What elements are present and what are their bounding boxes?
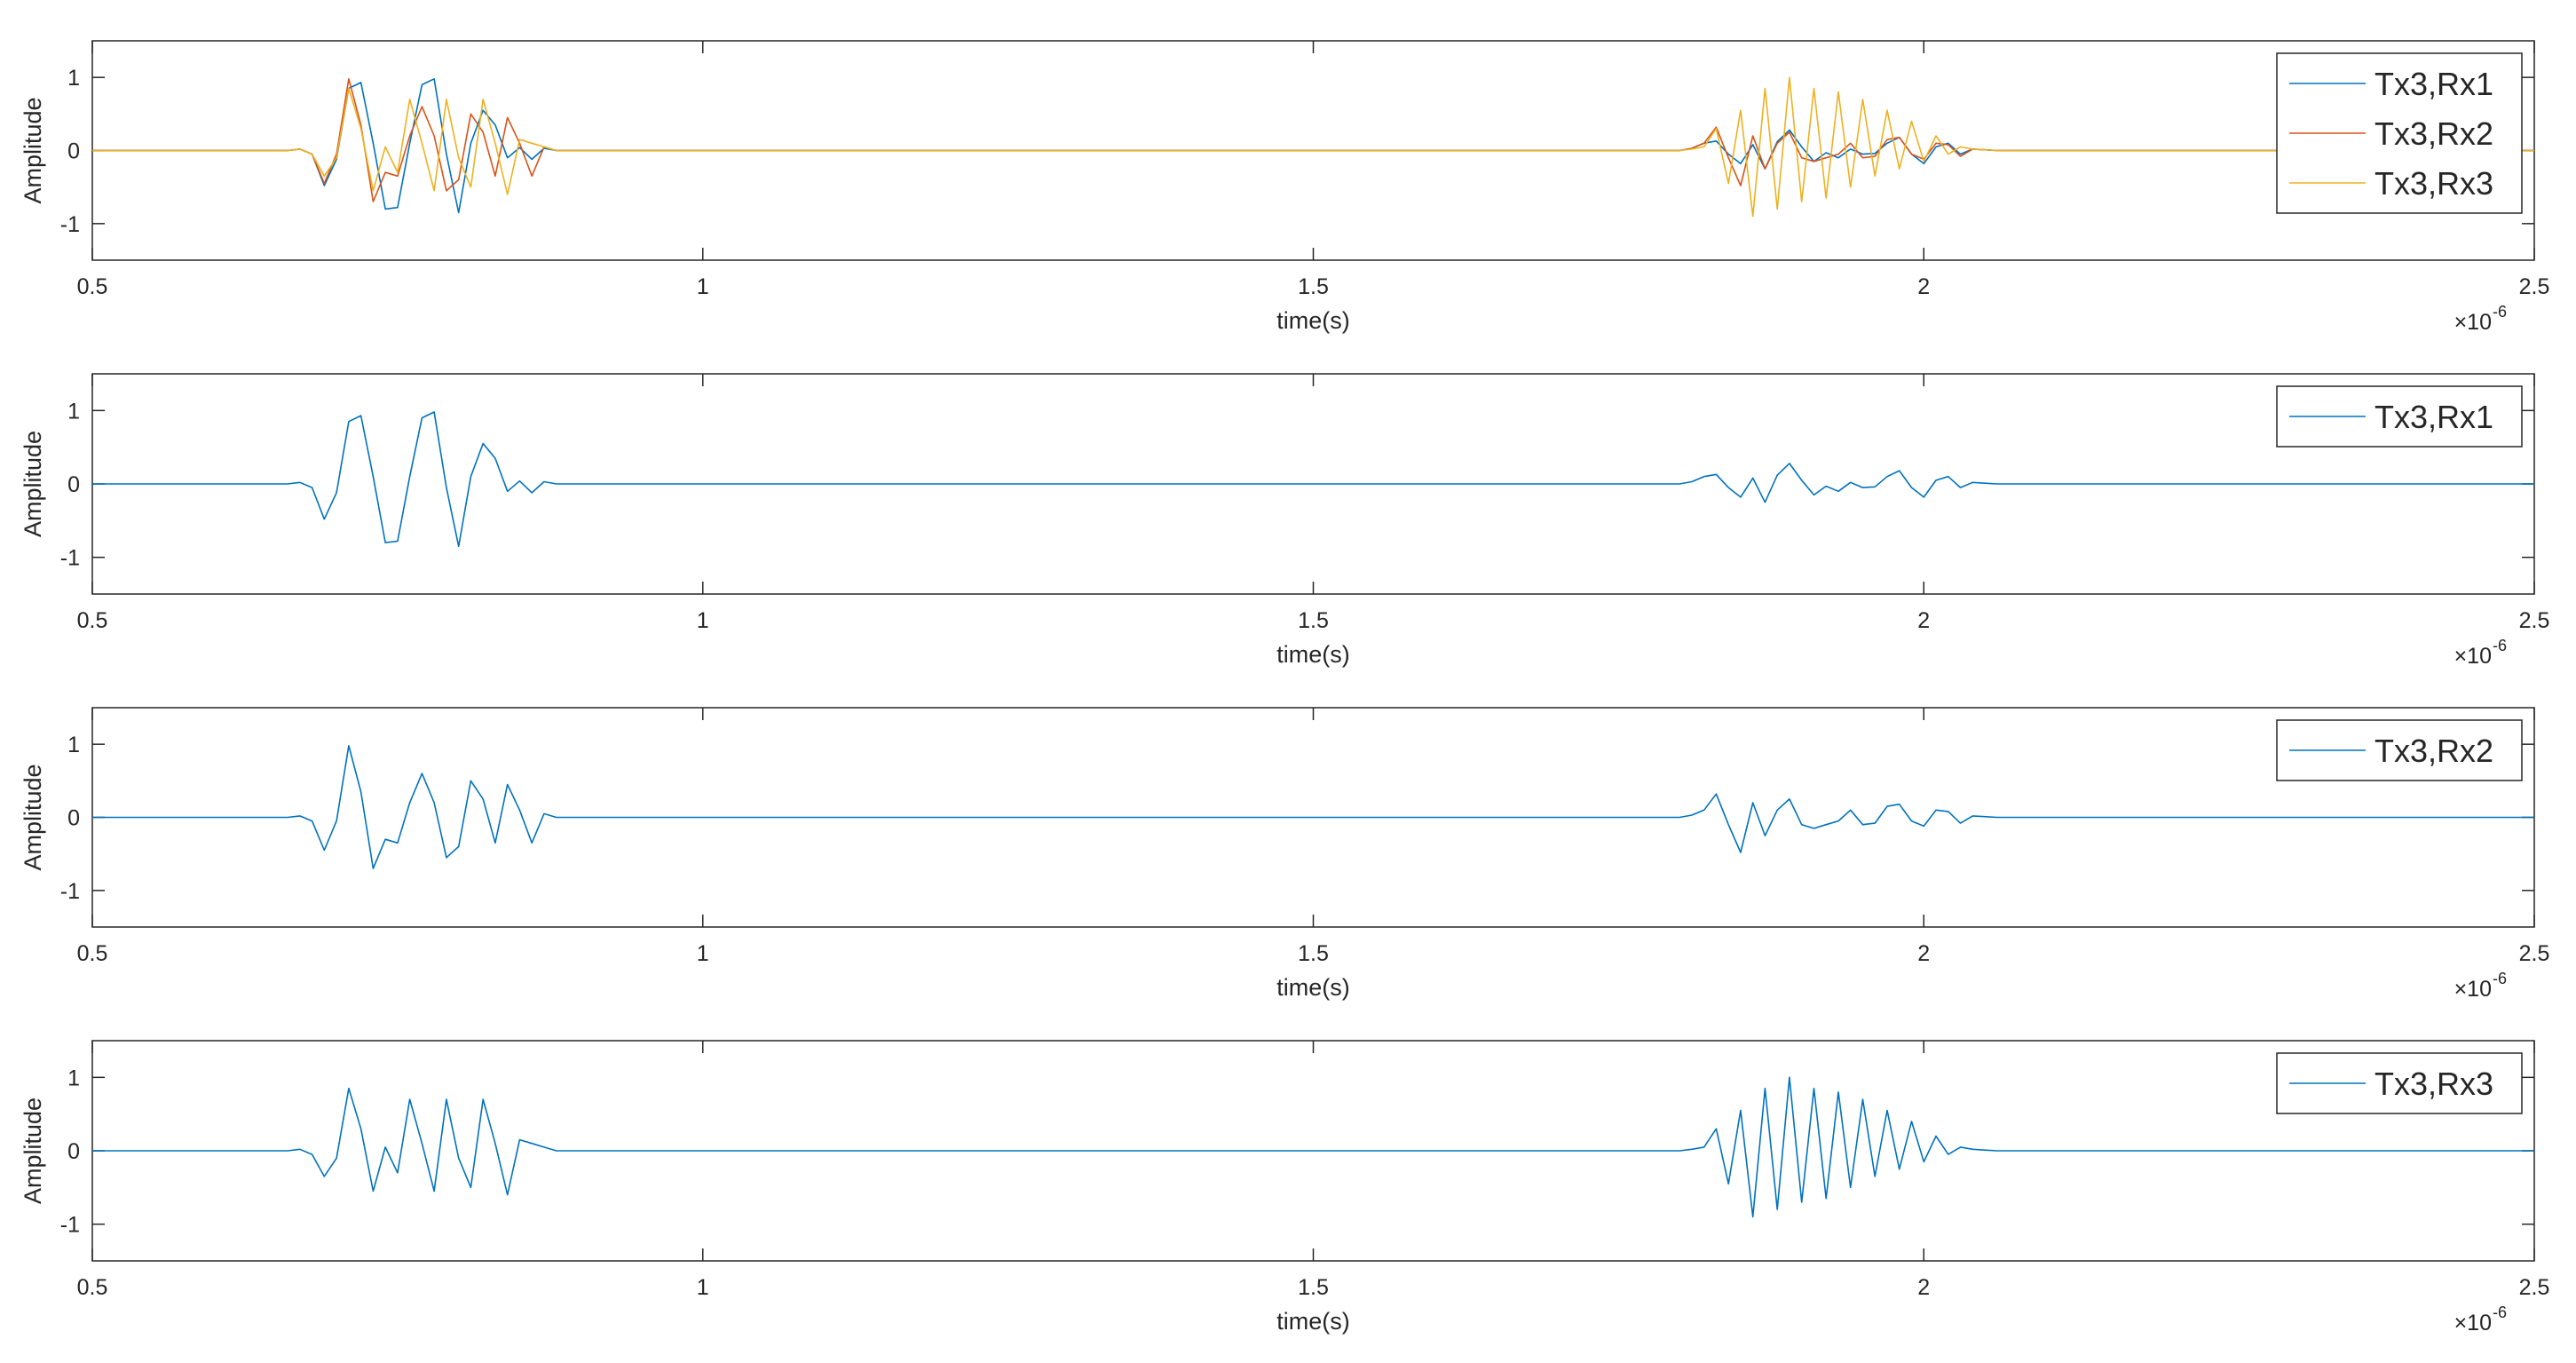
legend-label: Tx3,Rx1 xyxy=(2375,399,2493,435)
legend-label: Tx3,Rx1 xyxy=(2375,66,2493,102)
x-axis-label: time(s) xyxy=(1276,641,1350,668)
x-exponent-label: ×10 xyxy=(2454,644,2492,669)
y-tick-label: 0 xyxy=(67,139,80,164)
y-tick-label: 1 xyxy=(67,66,80,91)
x-exponent-power: -6 xyxy=(2493,1304,2507,1321)
x-tick-label: 2.5 xyxy=(2519,941,2550,966)
subplot-4: 0.5 1 1.5 2 2.5 1 0 -1 time(s) Amplitude ×10 -6 Tx3,… xyxy=(20,1040,2550,1335)
y-tick-label: 1 xyxy=(67,733,80,757)
y-tick-label: 1 xyxy=(67,1066,80,1090)
subplot-3: 0.5 1 1.5 2 2.5 1 0 -1 time(s) Amplitude ×10 -6 Tx3,… xyxy=(20,707,2550,1002)
legend: Tx3,Rx3 xyxy=(2276,1052,2523,1114)
y-tick-label: -1 xyxy=(60,879,80,904)
x-tick-label: 1.5 xyxy=(1298,941,1329,966)
subplot-1: 0.5 1 1.5 2 2.5 1 0 -1 time(s) Amplitude ×10 -6 Tx3,… xyxy=(20,40,2550,335)
y-tick-label: -1 xyxy=(60,1213,80,1238)
x-tick-label: 1 xyxy=(697,1275,709,1300)
x-tick-label: 2 xyxy=(1917,1275,1930,1300)
y-axis-label: Amplitude xyxy=(20,97,46,203)
x-axis-label: time(s) xyxy=(1276,307,1350,334)
x-tick-label: 1 xyxy=(697,941,709,966)
x-tick-label: 2.5 xyxy=(2519,1275,2550,1300)
x-tick-label: 1 xyxy=(697,608,709,633)
legend: Tx3,Rx1 Tx3,Rx2 Tx3,Rx3 xyxy=(2276,52,2523,214)
x-tick-label: 2 xyxy=(1917,941,1930,966)
y-tick-label: -1 xyxy=(60,546,80,571)
x-axis-label: time(s) xyxy=(1276,974,1350,1001)
series-line-1 xyxy=(92,744,2534,869)
y-tick-label: 0 xyxy=(67,1139,80,1164)
x-tick-label: 0.5 xyxy=(77,608,108,633)
y-axis-label: Amplitude xyxy=(20,764,46,870)
y-tick-label: -1 xyxy=(60,212,80,237)
x-tick-label: 2 xyxy=(1917,608,1930,633)
y-tick-label: 0 xyxy=(67,472,80,497)
legend-label: Tx3,Rx3 xyxy=(2375,165,2493,202)
x-tick-label: 1.5 xyxy=(1298,274,1329,299)
x-tick-label: 0.5 xyxy=(77,941,108,966)
series-line-1 xyxy=(92,1076,2534,1218)
x-tick-label: 0.5 xyxy=(77,274,108,299)
legend-label: Tx3,Rx3 xyxy=(2375,1066,2493,1102)
x-tick-label: 1 xyxy=(697,274,709,299)
x-exponent-label: ×10 xyxy=(2454,977,2492,1002)
y-axis-label: Amplitude xyxy=(20,431,46,537)
legend: Tx3,Rx2 xyxy=(2276,719,2523,781)
x-exponent-power: -6 xyxy=(2493,637,2507,654)
legend-label: Tx3,Rx2 xyxy=(2375,115,2493,152)
x-tick-label: 2.5 xyxy=(2519,608,2550,633)
x-exponent-power: -6 xyxy=(2493,970,2507,987)
subplot-2: 0.5 1 1.5 2 2.5 1 0 -1 time(s) Amplitude ×10 -6 Tx3,… xyxy=(20,373,2550,669)
x-tick-label: 0.5 xyxy=(77,1275,108,1300)
x-exponent-label: ×10 xyxy=(2454,1311,2492,1335)
x-exponent-power: -6 xyxy=(2493,303,2507,321)
series-line-3 xyxy=(92,76,2534,218)
x-tick-label: 1.5 xyxy=(1298,608,1329,633)
y-tick-label: 1 xyxy=(67,399,80,424)
x-tick-label: 2.5 xyxy=(2519,274,2550,299)
y-axis-label: Amplitude xyxy=(20,1098,46,1204)
x-exponent-label: ×10 xyxy=(2454,310,2492,335)
x-axis-label: time(s) xyxy=(1276,1308,1350,1335)
legend-label: Tx3,Rx2 xyxy=(2375,733,2493,769)
series-line-1 xyxy=(92,411,2534,548)
x-tick-label: 2 xyxy=(1917,274,1930,299)
y-tick-label: 0 xyxy=(67,806,80,831)
legend: Tx3,Rx1 xyxy=(2276,385,2523,448)
x-tick-label: 1.5 xyxy=(1298,1275,1329,1300)
